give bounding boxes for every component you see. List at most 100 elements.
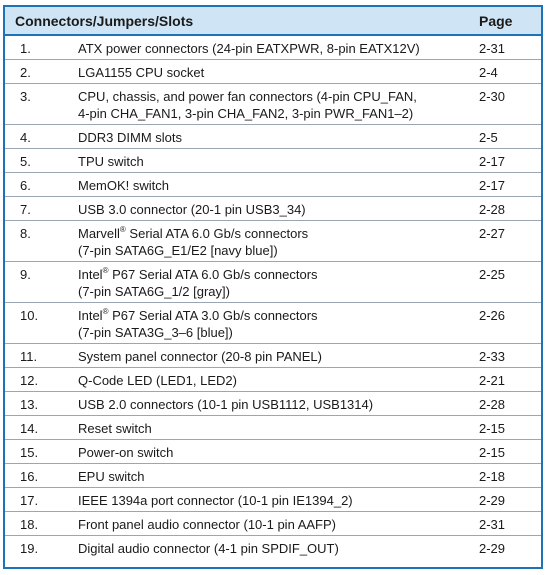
table-row: 8. Marvell® Serial ATA 6.0 Gb/s connector…: [5, 219, 541, 261]
column-header-item: Connectors/Jumpers/Slots: [5, 7, 463, 36]
table-row: 11. System panel connector (20-8 pin PANE…: [5, 342, 541, 367]
table-row: 13. USB 2.0 connectors (10-1 pin USB1112,…: [5, 390, 541, 415]
table-row: 18. Front panel audio connector (10-1 pin…: [5, 510, 541, 535]
row-page: 2-18: [463, 462, 541, 487]
row-description: Digital audio connector (4-1 pin SPDIF_O…: [68, 534, 463, 559]
description-line: Marvell® Serial ATA 6.0 Gb/s connectors: [78, 224, 309, 241]
row-description: Front panel audio connector (10-1 pin AA…: [68, 510, 463, 535]
table-row: 4. DDR3 DIMM slots 2-5: [5, 123, 541, 148]
row-number: 19.: [5, 534, 68, 559]
row-page: 2-31: [463, 510, 541, 535]
description-line: Reset switch: [78, 420, 152, 436]
row-number: 18.: [5, 510, 68, 535]
connectors-table-frame: Connectors/Jumpers/Slots Page 1. ATX powe…: [3, 5, 543, 569]
row-page: 2-17: [463, 171, 541, 196]
table-row: 10. Intel® P67 Serial ATA 3.0 Gb/s connec…: [5, 301, 541, 343]
description-line: ATX power connectors (24-pin EATXPWR, 8-…: [78, 41, 420, 56]
description-line: DDR3 DIMM slots: [78, 129, 183, 145]
row-page: 2-15: [463, 438, 541, 463]
row-description: Q-Code LED (LED1, LED2): [68, 366, 463, 391]
description-line: IEEE 1394a port connector (10-1 pin IE13…: [78, 492, 353, 508]
row-description: TPU switch: [68, 147, 463, 172]
row-description: EPU switch: [68, 462, 463, 487]
row-number: 12.: [5, 366, 68, 391]
description-line: Intel® P67 Serial ATA 3.0 Gb/s connector…: [78, 306, 318, 323]
row-number: 16.: [5, 462, 68, 487]
table-row: 16. EPU switch 2-18: [5, 462, 541, 487]
row-description: LGA1155 CPU socket: [68, 58, 463, 83]
row-number: 7.: [5, 195, 68, 220]
table-body: 1. ATX power connectors (24-pin EATXPWR, …: [5, 34, 541, 559]
description-line: USB 2.0 connectors (10-1 pin USB1112, US…: [78, 396, 374, 412]
row-page: 2-15: [463, 414, 541, 439]
row-number: 13.: [5, 390, 68, 415]
row-number: 2.: [5, 58, 68, 83]
description-line: EPU switch: [78, 468, 145, 484]
row-description: Intel® P67 Serial ATA 6.0 Gb/s connector…: [68, 260, 463, 302]
row-page: 2-27: [463, 219, 541, 261]
table-row: 15. Power-on switch 2-15: [5, 438, 541, 463]
row-number: 15.: [5, 438, 68, 463]
description-line: MemOK! switch: [78, 177, 170, 193]
row-number: 4.: [5, 123, 68, 148]
description-line: USB 3.0 connector (20-1 pin USB3_34): [78, 201, 306, 217]
row-page: 2-28: [463, 195, 541, 220]
row-number: 8.: [5, 219, 68, 261]
table-row: 3. CPU, chassis, and power fan connectors…: [5, 82, 541, 124]
row-number: 9.: [5, 260, 68, 302]
table-row: 12. Q-Code LED (LED1, LED2) 2-21: [5, 366, 541, 391]
row-description: CPU, chassis, and power fan connectors (…: [68, 82, 463, 124]
table-row: 7. USB 3.0 connector (20-1 pin USB3_34) 2-…: [5, 195, 541, 220]
column-header-page: Page: [463, 7, 541, 36]
description-line: Front panel audio connector (10-1 pin AA…: [78, 516, 336, 532]
row-description: USB 2.0 connectors (10-1 pin USB1112, US…: [68, 390, 463, 415]
description-line: System panel connector (20-8 pin PANEL): [78, 348, 322, 364]
description-line: CPU, chassis, and power fan connectors (…: [78, 88, 417, 104]
description-line: (7-pin SATA6G_1/2 [gray]): [78, 283, 230, 299]
row-number: 5.: [5, 147, 68, 172]
row-number: 14.: [5, 414, 68, 439]
description-line: TPU switch: [78, 153, 144, 169]
row-description: USB 3.0 connector (20-1 pin USB3_34): [68, 195, 463, 220]
description-line: LGA1155 CPU socket: [78, 64, 205, 80]
row-number: 10.: [5, 301, 68, 343]
row-description: ATX power connectors (24-pin EATXPWR, 8-…: [68, 34, 463, 59]
table-header-row: Connectors/Jumpers/Slots Page: [5, 7, 541, 36]
row-description: IEEE 1394a port connector (10-1 pin IE13…: [68, 486, 463, 511]
description-line: Q-Code LED (LED1, LED2): [78, 372, 237, 388]
row-description: DDR3 DIMM slots: [68, 123, 463, 148]
row-page: 2-21: [463, 366, 541, 391]
table-row: 14. Reset switch 2-15: [5, 414, 541, 439]
description-line: Power-on switch: [78, 444, 174, 460]
row-description: Intel® P67 Serial ATA 3.0 Gb/s connector…: [68, 301, 463, 343]
description-line: Intel® P67 Serial ATA 6.0 Gb/s connector…: [78, 265, 318, 282]
row-description: System panel connector (20-8 pin PANEL): [68, 342, 463, 367]
description-line: (7-pin SATA6G_E1/E2 [navy blue]): [78, 242, 278, 258]
row-page: 2-4: [463, 58, 541, 83]
row-number: 6.: [5, 171, 68, 196]
row-number: 1.: [5, 34, 68, 59]
description-line: (7-pin SATA3G_3–6 [blue]): [78, 324, 233, 340]
row-page: 2-26: [463, 301, 541, 343]
table-row: 9. Intel® P67 Serial ATA 6.0 Gb/s connect…: [5, 260, 541, 302]
description-line: Digital audio connector (4-1 pin SPDIF_O…: [78, 540, 339, 556]
row-page: 2-28: [463, 390, 541, 415]
row-number: 11.: [5, 342, 68, 367]
table-row: 2. LGA1155 CPU socket 2-4: [5, 58, 541, 83]
row-number: 17.: [5, 486, 68, 511]
row-page: 2-17: [463, 147, 541, 172]
row-page: 2-30: [463, 82, 541, 124]
row-page: 2-25: [463, 260, 541, 302]
row-page: 2-5: [463, 123, 541, 148]
description-line: 4-pin CHA_FAN1, 3-pin CHA_FAN2, 3-pin PW…: [78, 105, 414, 121]
row-description: Power-on switch: [68, 438, 463, 463]
row-page: 2-33: [463, 342, 541, 367]
row-page: 2-31: [463, 34, 541, 59]
row-page: 2-29: [463, 486, 541, 511]
row-page: 2-29: [463, 534, 541, 559]
row-description: MemOK! switch: [68, 171, 463, 196]
table-row: 17. IEEE 1394a port connector (10-1 pin I…: [5, 486, 541, 511]
row-description: Reset switch: [68, 414, 463, 439]
connectors-table: Connectors/Jumpers/Slots Page 1. ATX powe…: [5, 7, 541, 559]
table-row: 5. TPU switch 2-17: [5, 147, 541, 172]
